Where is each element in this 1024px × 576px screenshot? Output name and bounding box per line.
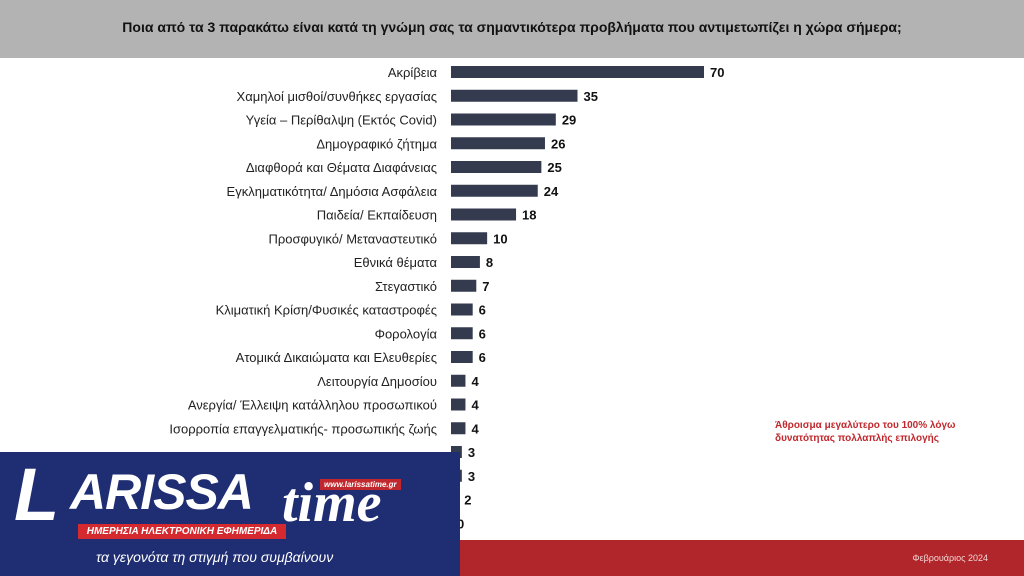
value-label: 4	[471, 421, 479, 436]
logo-wordmark: ARISSA	[70, 464, 254, 520]
category-label: Ατομικά Δικαιώματα και Ελευθερίες	[236, 350, 437, 365]
bar	[451, 303, 473, 316]
value-label: 7	[482, 279, 489, 294]
bar	[451, 113, 556, 126]
multiple-choice-note: Άθροισμα μεγαλύτερο του 100% λόγω δυνατό…	[775, 420, 956, 444]
footer-date: Φεβρουάριος 2024	[912, 553, 988, 563]
value-label: 2	[464, 493, 471, 508]
bar	[451, 161, 542, 173]
bar	[451, 351, 473, 363]
category-label: Εγκληματικότητα/ Δημόσια Ασφάλεια	[227, 184, 438, 199]
bar	[451, 208, 517, 221]
value-label: 18	[522, 208, 536, 223]
bar	[451, 398, 466, 411]
bar	[451, 184, 538, 197]
question-title: Ποια από τα 3 παρακάτω είναι κατά τη γνώ…	[122, 19, 902, 35]
value-label: 6	[479, 350, 486, 365]
bar	[451, 89, 578, 102]
logo-slogan: τα γεγονότα τη στιγμή που συμβαίνουν	[96, 549, 334, 565]
bar	[451, 256, 480, 268]
logo-tagline: ΗΜΕΡΗΣΙΑ ΗΛΕΚΤΡΟΝΙΚΗ ΕΦΗΜΕΡΙΔΑ	[78, 524, 286, 539]
category-label: Ανεργία/ Έλλειψη κατάλληλου προσωπικού	[188, 398, 437, 413]
header-bar: Ποια από τα 3 παρακάτω είναι κατά τη γνώ…	[0, 0, 1024, 58]
category-label: Διαφθορά και Θέματα Διαφάνειας	[246, 160, 437, 175]
category-label: Ισορροπία επαγγελματικής- προσωπικής ζωή…	[169, 421, 437, 436]
bar	[451, 137, 545, 150]
category-label: Ακρίβεια	[388, 65, 438, 80]
value-label: 70	[710, 65, 724, 80]
category-label: Παιδεία/ Εκπαίδευση	[317, 208, 437, 223]
bar	[451, 232, 488, 245]
category-label: Φορολογία	[375, 326, 438, 341]
logo-letter-l: L	[14, 453, 59, 536]
bar	[451, 279, 477, 292]
value-label: 4	[471, 374, 479, 389]
value-label: 3	[468, 445, 475, 460]
value-label: 0	[457, 516, 464, 531]
category-label: Εθνικά θέματα	[354, 255, 438, 270]
category-label: Χαμηλοί μισθοί/συνθήκες εργασίας	[237, 89, 437, 104]
category-label: Υγεία – Περίθαλψη (Εκτός Covid)	[246, 113, 437, 128]
larissatime-logo[interactable]: L ARISSA time www.larissatime.gr ΗΜΕΡΗΣΙ…	[0, 452, 460, 576]
value-label: 10	[493, 231, 507, 246]
category-label: Λειτουργία Δημοσίου	[317, 374, 437, 389]
value-label: 29	[562, 113, 576, 128]
bar	[451, 66, 704, 78]
value-label: 6	[479, 303, 486, 318]
category-label: Δημογραφικό ζήτημα	[316, 136, 437, 151]
bar	[451, 327, 473, 340]
value-label: 24	[544, 184, 559, 199]
value-label: 26	[551, 136, 565, 151]
value-label: 6	[479, 326, 486, 341]
category-label: Προσφυγικό/ Μεταναστευτικό	[268, 231, 437, 246]
bar	[451, 374, 466, 387]
logo-url: www.larissatime.gr	[320, 479, 401, 490]
category-label: Κλιματική Κρίση/Φυσικές καταστροφές	[216, 303, 437, 318]
category-label: Στεγαστικό	[375, 279, 437, 294]
value-label: 3	[468, 469, 475, 484]
bar	[451, 422, 466, 435]
value-label: 4	[471, 398, 479, 413]
value-label: 8	[486, 255, 493, 270]
value-label: 35	[584, 89, 598, 104]
value-label: 25	[547, 160, 561, 175]
